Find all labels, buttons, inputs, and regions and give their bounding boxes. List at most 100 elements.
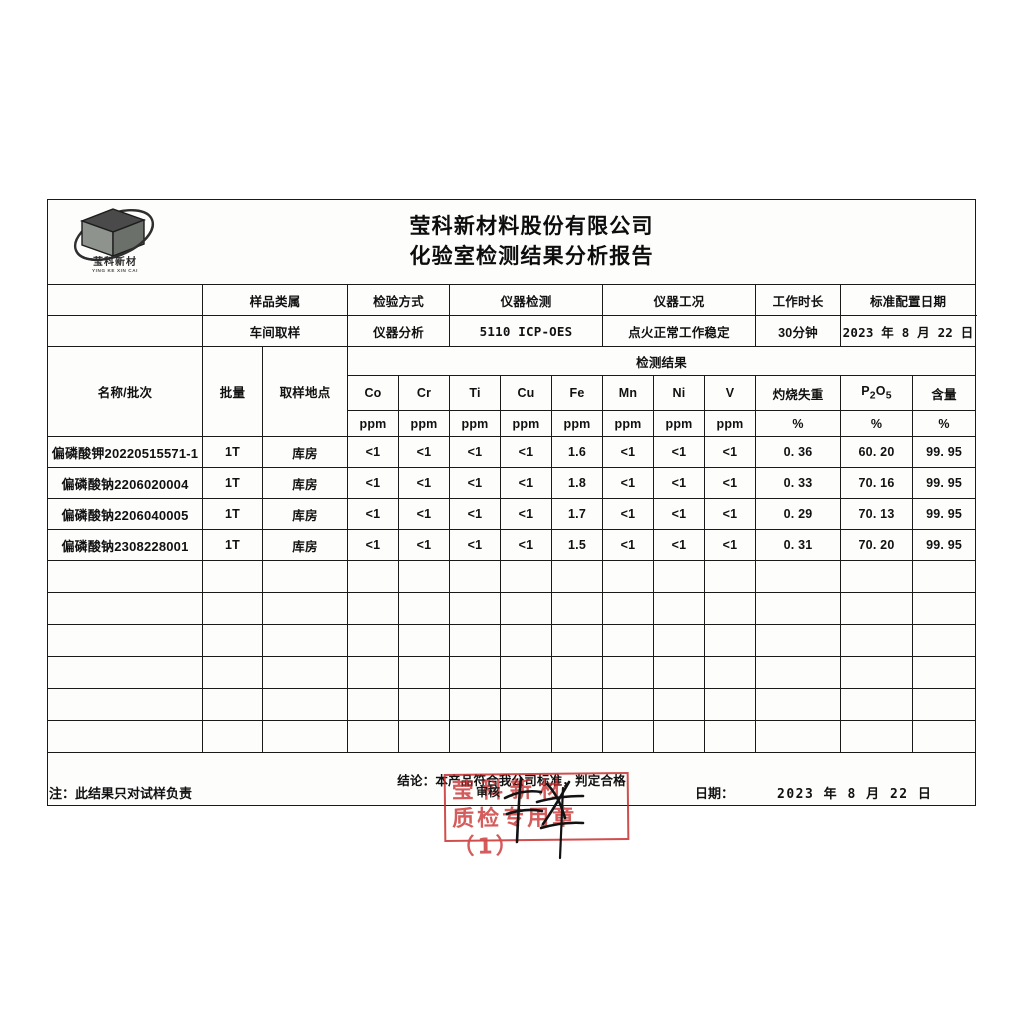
- unit-co: ppm: [347, 410, 399, 437]
- meta-header-sample-type: 样品类属: [202, 284, 348, 316]
- cell-location: 库房: [262, 529, 348, 561]
- cell-v: <1: [704, 436, 756, 468]
- cell-empty: [840, 592, 913, 625]
- meta-header-row: 样品类属 检验方式 仪器检测 仪器工况 工作时长 标准配置日期: [47, 284, 977, 316]
- cell-cu: <1: [500, 529, 552, 561]
- cell-batch: 1T: [202, 436, 263, 468]
- cell-co: <1: [347, 436, 399, 468]
- cell-empty: [755, 688, 841, 721]
- cell-loi: 0. 36: [755, 436, 841, 468]
- meta-value-inspection-method: 仪器分析: [347, 315, 450, 347]
- cell-content: 99. 95: [911, 436, 977, 468]
- title-cell: 莹科新材 YING KE XIN CAI 莹科新材料股份有限公司 化验室检测结果…: [46, 199, 977, 285]
- cell-empty: [840, 656, 913, 689]
- cell-empty: [911, 688, 977, 721]
- report-title: 化验室检测结果分析报告: [409, 244, 654, 268]
- cell-empty: [347, 656, 399, 689]
- cell-empty: [262, 560, 348, 593]
- cell-empty: [202, 688, 263, 721]
- unit-ti: ppm: [449, 410, 501, 437]
- logo-wordmark: 莹科新材 YING KE XIN CAI: [74, 257, 156, 273]
- meta-header-instrument-condition: 仪器工况: [602, 284, 756, 316]
- element-header-row: Co Cr Ti Cu Fe Mn Ni V 灼烧失重 P2O5 含量: [48, 375, 977, 411]
- cell-empty: [704, 624, 756, 657]
- audit-label: 审核: [476, 785, 501, 799]
- cell-fe: 1.8: [551, 467, 603, 499]
- cell-empty: [47, 624, 203, 657]
- cell-empty: [47, 656, 203, 689]
- cell-ti: <1: [449, 529, 501, 561]
- title-row: 莹科新材 YING KE XIN CAI 莹科新材料股份有限公司 化验室检测结果…: [46, 199, 977, 285]
- cell-ti: <1: [449, 498, 501, 530]
- colhead-batch: 批量: [202, 346, 263, 437]
- unit-cr: ppm: [398, 410, 450, 437]
- cell-cr: <1: [398, 436, 450, 468]
- cell-sample-name: 偏磷酸钠2308228001: [47, 529, 203, 561]
- cell-empty: [551, 624, 603, 657]
- cell-empty: [840, 720, 913, 753]
- p2o5-p: P: [861, 384, 870, 399]
- cell-empty: [755, 720, 841, 753]
- cell-mn: <1: [602, 529, 654, 561]
- cell-empty: [47, 720, 203, 753]
- cell-empty: [398, 592, 450, 625]
- cell-empty: [202, 592, 263, 625]
- cell-ti: <1: [449, 436, 501, 468]
- cell-loi: 0. 33: [755, 467, 841, 499]
- colhead-location: 取样地点: [262, 346, 348, 437]
- unit-fe: ppm: [551, 410, 603, 437]
- colhead-v: V: [704, 375, 756, 411]
- cell-mn: <1: [602, 436, 654, 468]
- cell-co: <1: [347, 529, 399, 561]
- stamp-line-2: 质检专用章（1）: [451, 805, 578, 861]
- cell-mn: <1: [602, 467, 654, 499]
- unit-v: ppm: [704, 410, 756, 437]
- cell-empty: [449, 592, 501, 625]
- cell-empty: [653, 656, 705, 689]
- cell-empty: [704, 720, 756, 753]
- table-row-empty: [47, 720, 977, 753]
- table-row: 偏磷酸钾20220515571-1 1T 库房 <1 <1 <1 <1 1.6 <1 <1 <1 0.…: [47, 436, 977, 468]
- cell-location: 库房: [262, 498, 348, 530]
- cell-empty: [47, 592, 203, 625]
- cell-empty: [347, 720, 399, 753]
- meta-header-inspection-method: 检验方式: [347, 284, 450, 316]
- meta-blank-cell-2: [47, 315, 203, 347]
- cell-empty: [911, 624, 977, 657]
- unit-loi: %: [755, 410, 841, 437]
- cell-p2o5: 70. 13: [840, 498, 913, 530]
- cell-empty: [202, 624, 263, 657]
- cell-fe: 1.5: [551, 529, 603, 561]
- p2o5-o: O: [875, 384, 886, 399]
- cell-loi: 0. 31: [755, 529, 841, 561]
- cell-empty: [551, 688, 603, 721]
- cell-empty: [262, 720, 348, 753]
- cell-empty: [911, 656, 977, 689]
- p2o5-2: 2: [869, 390, 876, 402]
- cell-empty: [47, 688, 203, 721]
- cell-empty: [202, 720, 263, 753]
- unit-mn: ppm: [602, 410, 654, 437]
- cell-empty: [840, 688, 913, 721]
- colhead-ni: Ni: [653, 375, 705, 411]
- unit-content: %: [911, 410, 977, 437]
- cell-fe: 1.6: [551, 436, 603, 468]
- cell-v: <1: [704, 498, 756, 530]
- cell-v: <1: [704, 529, 756, 561]
- company-logo: 莹科新材 YING KE XIN CAI: [48, 200, 198, 284]
- cell-batch: 1T: [202, 467, 263, 499]
- cell-cu: <1: [500, 498, 552, 530]
- meta-header-standard-config-date: 标准配置日期: [839, 284, 977, 316]
- cell-cr: <1: [398, 498, 450, 530]
- cell-empty: [262, 688, 348, 721]
- cell-empty: [449, 656, 501, 689]
- cell-empty: [500, 688, 552, 721]
- cell-empty: [202, 560, 263, 593]
- cell-empty: [911, 720, 977, 753]
- cell-batch: 1T: [202, 498, 263, 530]
- cell-empty: [755, 656, 841, 689]
- cell-fe: 1.7: [551, 498, 603, 530]
- cell-cr: <1: [398, 529, 450, 561]
- cell-location: 库房: [262, 467, 348, 499]
- report-title-block: 莹科新材料股份有限公司 化验室检测结果分析报告: [198, 212, 975, 272]
